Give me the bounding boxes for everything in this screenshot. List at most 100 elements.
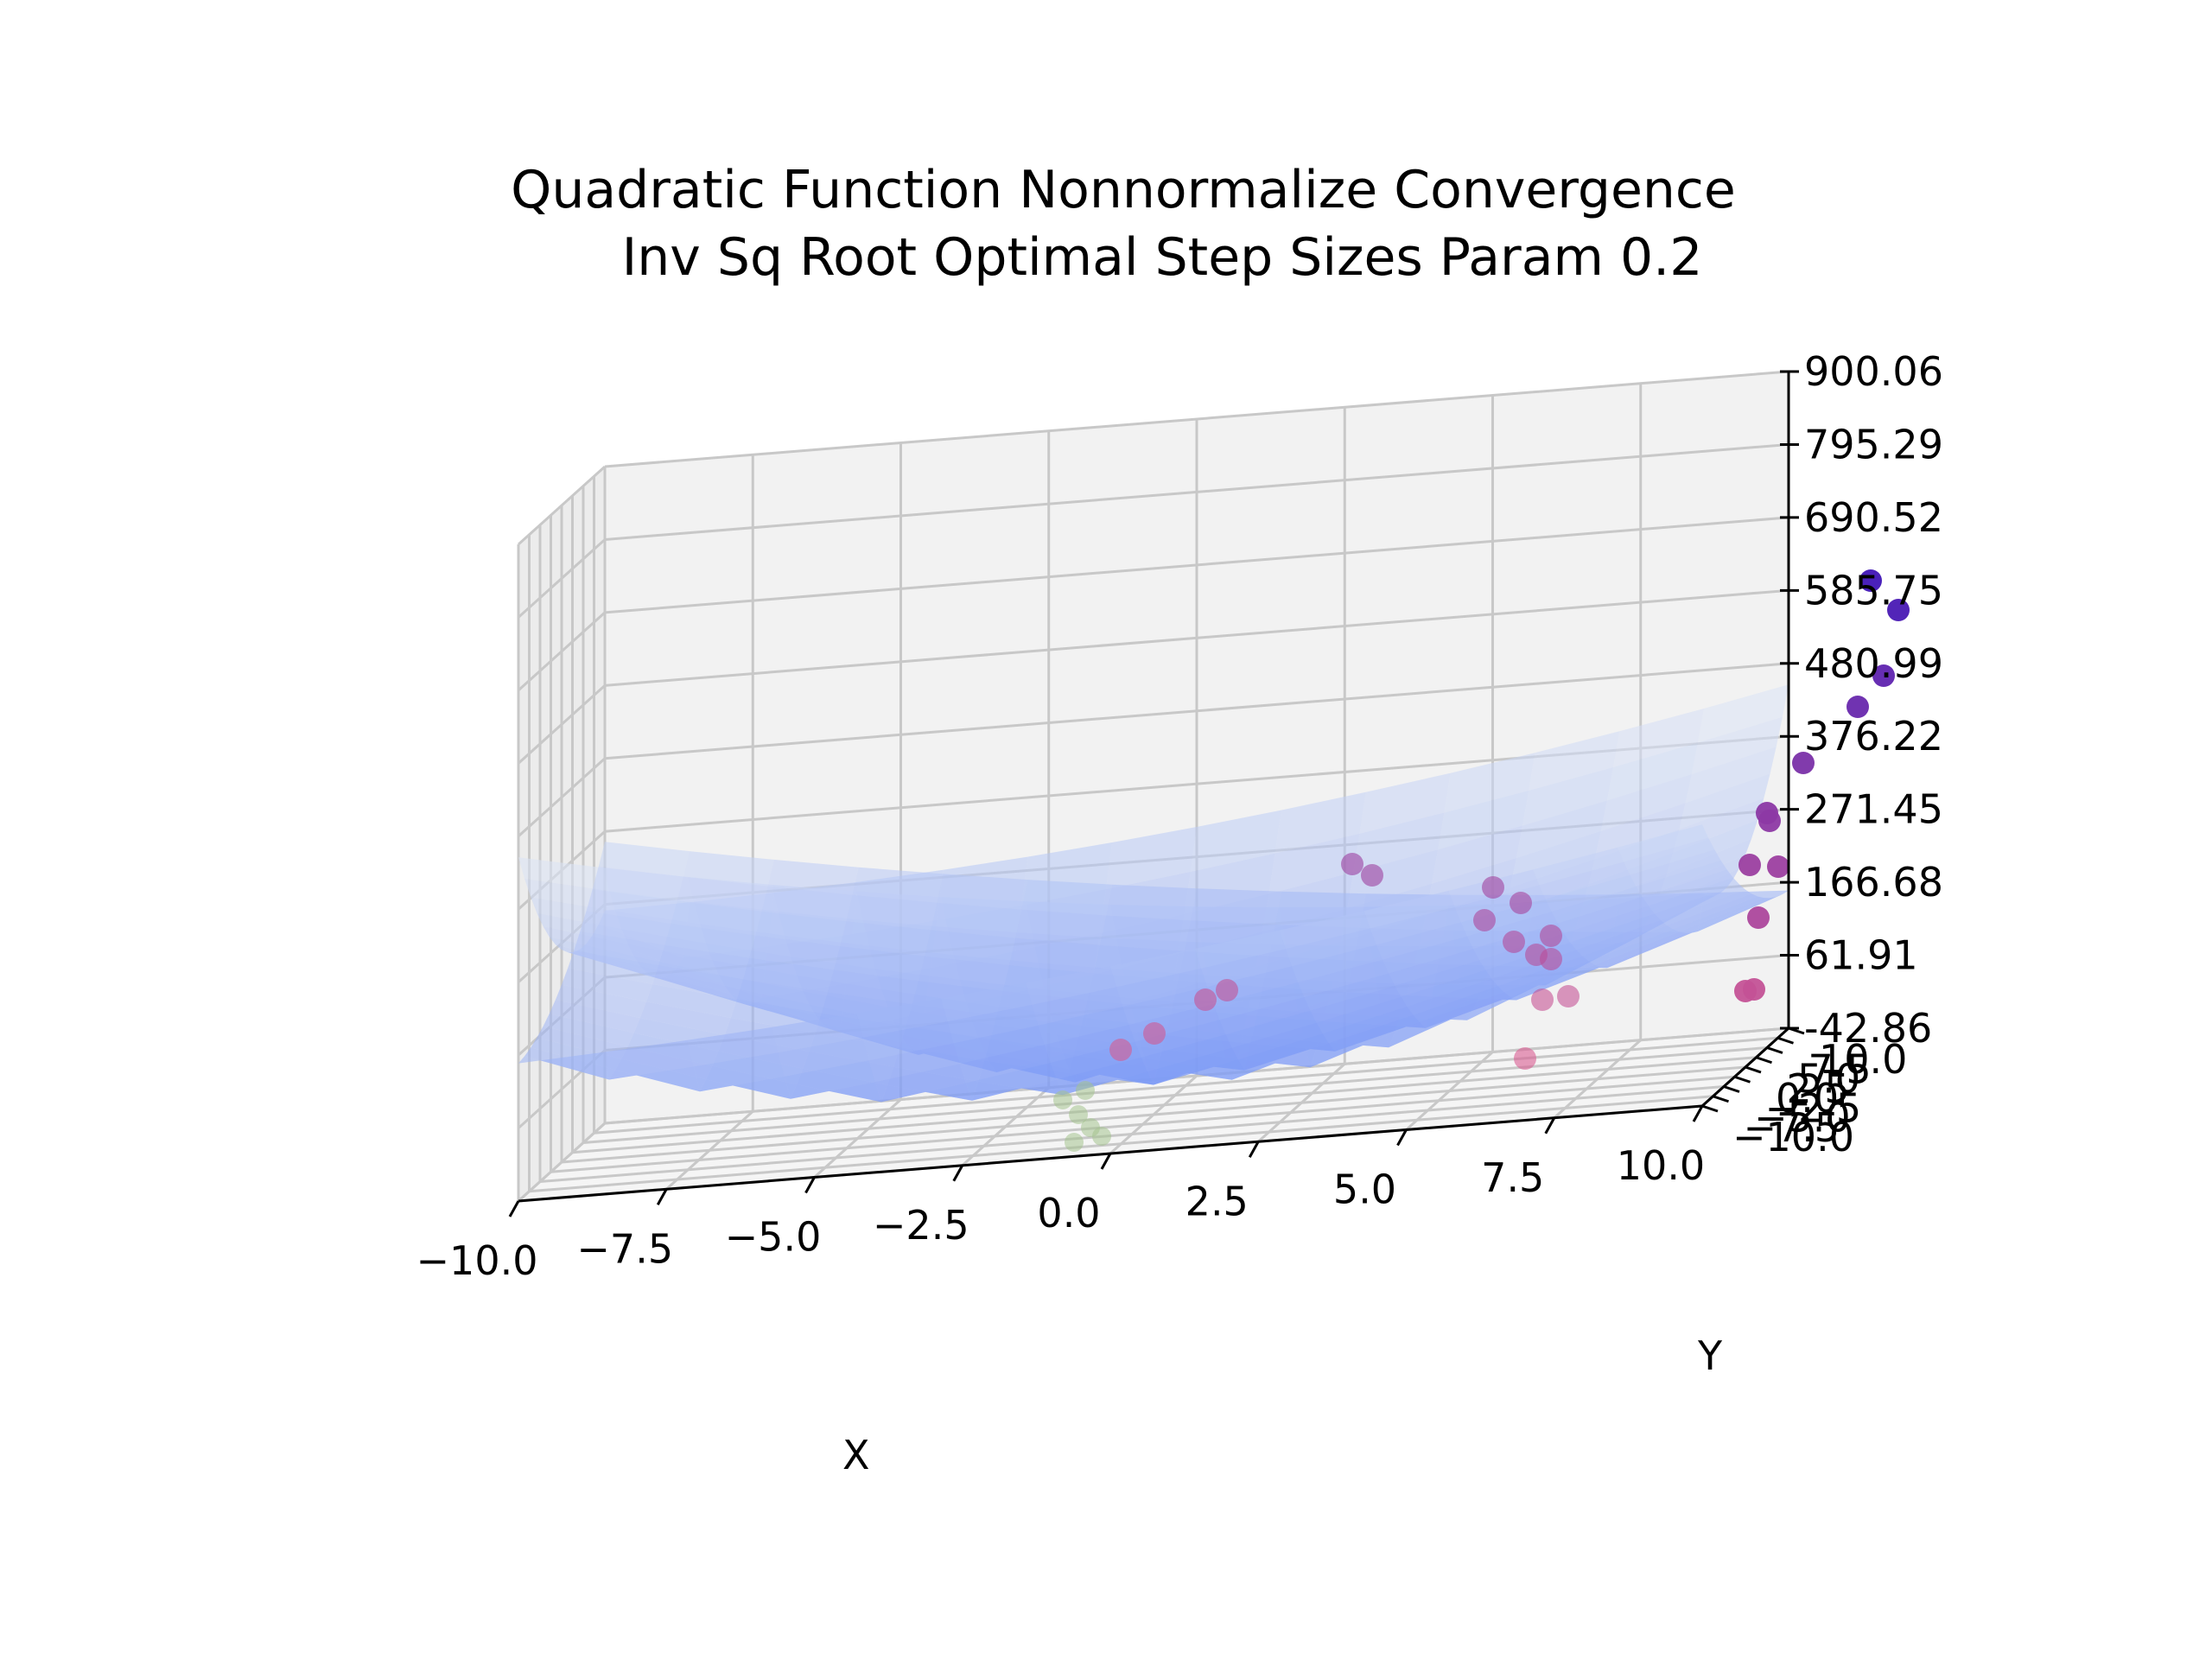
surface-patch <box>1225 1047 1317 1080</box>
surface-patch <box>931 902 1022 938</box>
surface-patch <box>965 1063 1057 1101</box>
surface-patch <box>645 984 737 1018</box>
grid-line <box>517 757 607 837</box>
surface-patch <box>1304 1032 1395 1068</box>
surface-patch <box>1382 936 1473 974</box>
surface-patch <box>1135 1020 1226 1058</box>
y-tick-mark <box>1777 1036 1794 1045</box>
surface-patch <box>1038 1007 1129 1046</box>
y-tick-mark <box>1701 1104 1719 1113</box>
surface-patch <box>1642 869 1733 906</box>
surface-patch <box>1032 987 1123 1026</box>
x-axis-label: X <box>842 1432 870 1478</box>
surface-patch <box>1328 1014 1420 1052</box>
y-tick-label: 10.0 <box>1819 1036 1907 1083</box>
surface-patch <box>693 1052 785 1092</box>
z-tick-label: 166.68 <box>1804 859 1943 906</box>
surface-patch <box>1600 932 1692 969</box>
surface-patch <box>941 982 1033 1022</box>
surface-patch <box>874 1064 966 1103</box>
surface-patch <box>862 1021 954 1061</box>
scatter-point <box>1514 1047 1536 1070</box>
surface-patch <box>846 894 938 931</box>
scatter-point <box>1738 854 1761 876</box>
surface-patch <box>1582 925 1674 962</box>
scatter-points <box>1053 569 1910 1152</box>
surface-patch <box>1432 825 1523 884</box>
scatter-point <box>1734 980 1757 1002</box>
surface-patch <box>543 1014 634 1047</box>
surface-patch <box>1237 1033 1329 1071</box>
surface-patch <box>1551 887 1643 924</box>
surface-patch <box>761 886 853 922</box>
surface-patch <box>1008 938 1100 974</box>
grid-line <box>517 684 607 765</box>
y-tick-label: 0.0 <box>1776 1075 1839 1122</box>
surface-patch <box>1594 803 1686 860</box>
x-tick-mark <box>656 1188 668 1205</box>
grid-line <box>539 1085 1725 1183</box>
z-tick-label: 376.22 <box>1804 713 1943 760</box>
surface-patch <box>1545 874 1637 912</box>
y-tick-label: 7.5 <box>1808 1046 1872 1092</box>
surface-patch <box>1304 973 1395 1011</box>
surface-patch <box>1310 985 1402 1023</box>
scatter-point <box>1194 988 1217 1011</box>
surface-patch <box>677 876 768 912</box>
grid-line <box>604 442 1789 541</box>
surface-patch <box>639 1001 731 1035</box>
surface-patch <box>1607 742 1698 801</box>
scatter-point <box>1540 925 1562 947</box>
surface-patch <box>1322 1007 1414 1044</box>
scatter-point <box>1482 876 1504 899</box>
grid-line <box>604 516 1789 614</box>
surface-patch <box>562 968 652 1002</box>
scatter-point <box>1887 599 1910 621</box>
surface-patch <box>1359 772 1451 834</box>
x-tick-mark <box>1692 1105 1704 1122</box>
surface-patch <box>1401 969 1492 1007</box>
surface-patch <box>868 1043 960 1082</box>
surface-patch <box>1292 944 1382 982</box>
grid-line <box>529 1095 1713 1193</box>
surface-patch <box>1201 949 1292 988</box>
surface-patch <box>518 857 609 891</box>
surface-patch <box>1679 898 1770 933</box>
y-tick-mark <box>1734 1075 1751 1084</box>
surface-patch <box>1268 833 1360 894</box>
scatter-point <box>1216 979 1238 1001</box>
surface-patch <box>1026 966 1117 1005</box>
surface-patch <box>555 984 646 1019</box>
surface-patch <box>671 900 762 936</box>
scatter-point <box>1341 853 1363 875</box>
surface-patch <box>1044 1025 1135 1063</box>
grid-line <box>604 662 1789 760</box>
grid-line <box>572 1056 1757 1154</box>
surface-patch <box>1141 1034 1232 1072</box>
z-tick-label: 61.91 <box>1804 932 1918 979</box>
surface-patch <box>664 923 756 958</box>
scatter-point <box>1557 985 1580 1007</box>
surface-patch <box>1529 731 1620 791</box>
surface-patch <box>1564 906 1655 943</box>
surface-patch <box>1106 827 1197 889</box>
x-tick-label: 2.5 <box>1185 1178 1249 1224</box>
x-tick-mark <box>952 1165 964 1182</box>
surface-patch <box>755 911 847 946</box>
surface-patch <box>1194 930 1286 969</box>
surface-patch <box>1661 889 1752 925</box>
x-tick-label: 10.0 <box>1617 1142 1705 1189</box>
grid-line <box>582 1046 1768 1144</box>
surface-patch <box>1576 920 1668 957</box>
x-tick-mark <box>1544 1117 1556 1135</box>
surface-patch <box>1685 896 1777 933</box>
grid-line <box>604 1027 1789 1125</box>
surface-patch <box>1588 929 1680 965</box>
path-point <box>1092 1127 1111 1146</box>
surface-patch <box>772 1013 863 1052</box>
surface-patch <box>1510 964 1601 1001</box>
z-tick-label: 480.99 <box>1804 640 1943 687</box>
surface-patch <box>1274 791 1366 854</box>
y-tick-mark <box>1756 1056 1772 1065</box>
